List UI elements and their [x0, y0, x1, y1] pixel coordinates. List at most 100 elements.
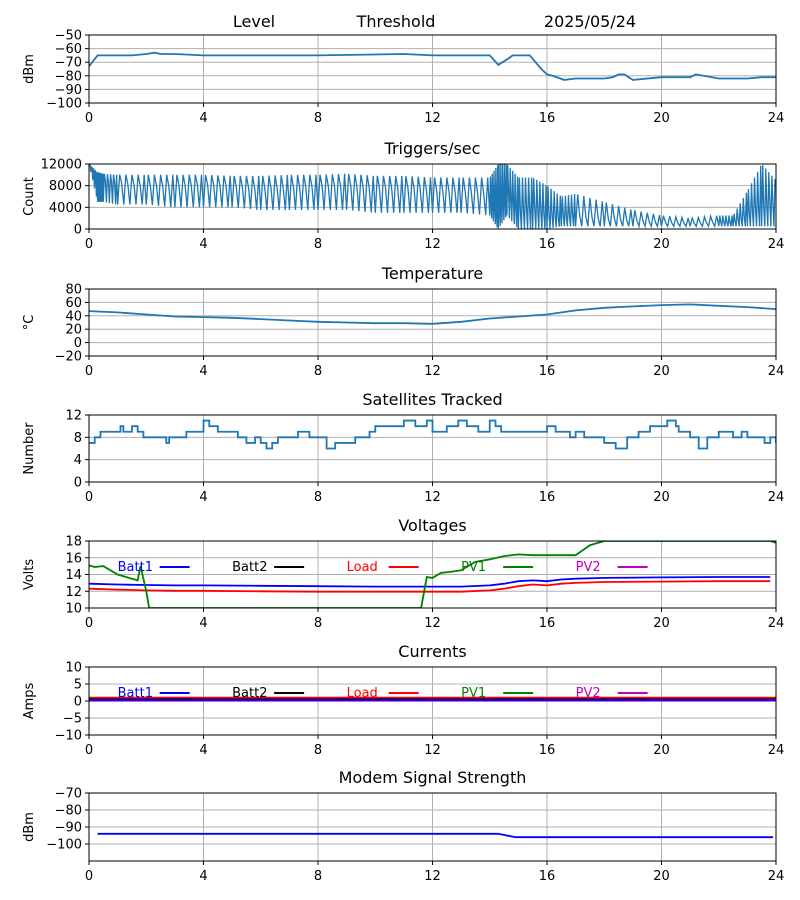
y-tick-label: −70 [55, 56, 82, 71]
chart-title: Triggers/sec [384, 139, 481, 158]
x-tick-label: 0 [85, 364, 93, 379]
legend-label-batt2: Batt2 [232, 686, 267, 701]
x-tick-label: 8 [314, 869, 322, 884]
y-tick-label: 4 [74, 453, 82, 468]
series-line-batt1 [89, 576, 771, 588]
x-tick-label: 16 [539, 869, 556, 884]
header-level: Level [233, 12, 275, 31]
y-tick-label: −10 [55, 729, 82, 744]
y-axis-label: dBm [22, 54, 37, 84]
y-tick-label: −80 [55, 69, 82, 84]
y-axis-label: °C [22, 315, 37, 331]
x-tick-label: 12 [424, 237, 441, 252]
x-tick-label: 24 [768, 111, 785, 126]
y-axis-label: Number [22, 422, 37, 475]
legend-label-pv1: PV1 [461, 686, 486, 701]
x-tick-label: 0 [85, 869, 93, 884]
chart-title: Modem Signal Strength [339, 768, 527, 787]
y-tick-label: 12000 [41, 158, 82, 173]
x-tick-label: 12 [424, 364, 441, 379]
series-line-load [89, 580, 771, 593]
plot-area [97, 832, 774, 839]
x-tick-label: 12 [424, 490, 441, 505]
x-tick-label: 20 [653, 111, 670, 126]
y-tick-label: −50 [55, 29, 82, 44]
x-tick-label: 4 [199, 237, 207, 252]
y-tick-label: 0 [74, 223, 82, 238]
plot-area [89, 419, 776, 450]
x-tick-label: 8 [314, 364, 322, 379]
plot-area [89, 303, 776, 325]
x-tick-label: 16 [539, 743, 556, 758]
x-tick-label: 4 [199, 364, 207, 379]
plot-area [89, 696, 776, 702]
x-tick-label: 20 [653, 237, 670, 252]
y-tick-label: −5 [63, 712, 82, 727]
y-tick-label: −20 [55, 350, 82, 365]
panel-2: 0 4 8 12 16 20 24 12000 8000 4000 0 Triggers/sec Cou… [22, 139, 784, 252]
y-tick-label: 16 [65, 551, 82, 566]
legend-label-batt1: Batt1 [118, 560, 153, 575]
y-tick-label: 40 [65, 309, 82, 324]
x-tick-label: 16 [539, 616, 556, 631]
legend-label-load: Load [347, 686, 378, 701]
x-tick-label: 4 [199, 869, 207, 884]
chart-title: Satellites Tracked [362, 390, 502, 409]
y-tick-label: −100 [46, 838, 82, 853]
y-axis-label: Volts [22, 559, 37, 591]
legend-label-batt2: Batt2 [232, 560, 267, 575]
y-tick-label: 0 [74, 336, 82, 351]
x-tick-label: 12 [424, 111, 441, 126]
series-line-7 [97, 832, 774, 839]
x-tick-label: 12 [424, 616, 441, 631]
y-tick-label: 12 [65, 585, 82, 600]
y-tick-label: 8 [74, 431, 82, 446]
panel-1: 0 4 8 12 16 20 24 −50−60−70−80−90−100 dBm [22, 29, 784, 127]
series-line-3 [89, 303, 776, 325]
y-axis-label: Count [22, 177, 37, 216]
panel-7: 0 4 8 12 16 20 24 −70 −80 −90 −100 Modem Signal Str… [22, 768, 784, 884]
series-line-1 [89, 51, 776, 81]
y-tick-label: 0 [74, 695, 82, 710]
y-tick-label: −90 [55, 83, 82, 98]
y-tick-label: −70 [55, 787, 82, 802]
y-tick-label: 0 [74, 476, 82, 491]
chart-title: Voltages [398, 516, 466, 535]
y-axis-label: dBm [22, 812, 37, 842]
y-tick-label: 12 [65, 409, 82, 424]
x-tick-label: 8 [314, 111, 322, 126]
plot-area [89, 541, 776, 608]
series-line-4 [89, 419, 776, 450]
x-tick-label: 0 [85, 237, 93, 252]
x-tick-label: 24 [768, 743, 785, 758]
legend-label-pv2: PV2 [576, 560, 601, 575]
x-tick-label: 20 [653, 869, 670, 884]
x-tick-label: 16 [539, 490, 556, 505]
y-tick-label: 60 [65, 296, 82, 311]
x-tick-label: 0 [85, 743, 93, 758]
y-tick-label: 20 [65, 323, 82, 338]
x-tick-label: 8 [314, 237, 322, 252]
x-tick-label: 12 [424, 743, 441, 758]
x-tick-label: 20 [653, 743, 670, 758]
x-tick-label: 24 [768, 616, 785, 631]
x-tick-label: 12 [424, 869, 441, 884]
x-tick-label: 16 [539, 237, 556, 252]
x-tick-label: 16 [539, 364, 556, 379]
series-line-2 [89, 164, 776, 229]
y-tick-label: −100 [46, 97, 82, 112]
y-tick-label: −80 [55, 804, 82, 819]
y-tick-label: 14 [65, 568, 82, 583]
legend-label-pv2: PV2 [576, 686, 601, 701]
y-tick-label: 10 [65, 602, 82, 617]
legend-label-load: Load [347, 560, 378, 575]
x-tick-label: 16 [539, 111, 556, 126]
x-tick-label: 8 [314, 490, 322, 505]
x-tick-label: 0 [85, 490, 93, 505]
header-threshold: Threshold [356, 12, 436, 31]
x-tick-label: 4 [199, 616, 207, 631]
x-tick-label: 8 [314, 743, 322, 758]
